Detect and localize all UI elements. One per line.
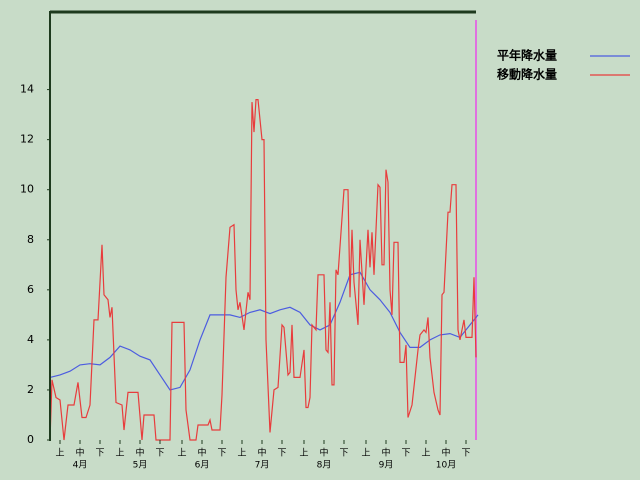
series-line — [49, 99, 477, 441]
x-tick-label: 上 — [299, 448, 308, 459]
x-tick-label: 中 — [197, 447, 206, 459]
y-tick-label: 10 — [20, 183, 34, 196]
x-tick-label: 中 — [257, 447, 266, 459]
x-tick-label: 下 — [95, 449, 104, 459]
plot-area — [49, 99, 479, 441]
y-tick-label: 0 — [27, 433, 34, 446]
y-tick-label: 6 — [27, 283, 34, 296]
month-label: 4月 — [73, 460, 88, 471]
legend-label: 平年降水量 — [497, 48, 557, 63]
x-tick-label: 上 — [421, 448, 430, 459]
series-line — [49, 271, 479, 391]
x-tick-label: 上 — [177, 448, 186, 459]
y-tick-label: 4 — [27, 333, 34, 346]
x-tick-label: 下 — [339, 449, 348, 459]
y-tick-label: 8 — [27, 233, 34, 246]
month-label: 8月 — [317, 460, 332, 471]
x-tick-label: 中 — [319, 447, 328, 459]
x-tick-label: 上 — [115, 448, 124, 459]
x-tick-label: 下 — [155, 449, 164, 459]
y-tick-label: 14 — [20, 83, 34, 96]
x-tick-label: 中 — [381, 447, 390, 459]
month-label: 10月 — [436, 460, 456, 471]
month-label: 7月 — [255, 460, 270, 471]
month-label: 9月 — [379, 460, 394, 471]
month-label: 5月 — [133, 460, 148, 471]
x-tick-label: 上 — [237, 448, 246, 459]
x-tick-label: 下 — [461, 449, 470, 459]
y-tick-label: 12 — [20, 133, 34, 146]
x-tick-label: 中 — [441, 447, 450, 459]
x-tick-label: 中 — [75, 447, 84, 459]
x-tick-label: 下 — [401, 449, 410, 459]
x-tick-label: 上 — [55, 448, 64, 459]
x-tick-label: 中 — [135, 447, 144, 459]
x-tick-label: 下 — [277, 449, 286, 459]
x-tick-label: 下 — [217, 449, 226, 459]
legend-label: 移動降水量 — [497, 67, 557, 82]
y-tick-label: 2 — [27, 383, 34, 396]
month-label: 6月 — [195, 460, 210, 471]
x-tick-label: 上 — [361, 448, 370, 459]
